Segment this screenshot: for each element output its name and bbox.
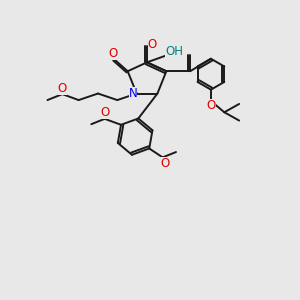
Text: OH: OH xyxy=(165,45,183,58)
Text: O: O xyxy=(100,106,109,119)
Text: O: O xyxy=(148,38,157,51)
Text: O: O xyxy=(108,47,118,61)
Text: O: O xyxy=(58,82,67,95)
Text: N: N xyxy=(129,87,137,100)
Text: O: O xyxy=(206,99,216,112)
Text: O: O xyxy=(160,158,169,170)
